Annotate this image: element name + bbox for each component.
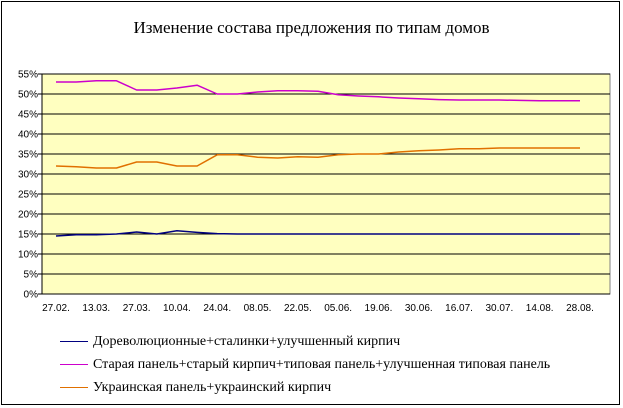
series-line-1 — [55, 230, 580, 237]
x-tick-label-0: 27.02. — [42, 303, 70, 314]
x-tick-label-2: 27.03. — [123, 303, 151, 314]
x-tick-label-7: 05.06. — [324, 303, 352, 314]
legend-swatch-series-3 — [60, 387, 88, 388]
legend-swatch-series-1 — [60, 341, 88, 342]
y-tick-label-8: 40% — [18, 130, 38, 141]
y-tick-label-2: 10% — [18, 250, 38, 261]
x-tick-label-4: 24.04. — [203, 303, 231, 314]
legend-label-series-1: Дореволюционные+сталинки+улучшенный кирп… — [93, 334, 401, 349]
y-tick-label-3: 15% — [18, 230, 38, 241]
y-tick-label-11: 55% — [18, 70, 38, 81]
chart-legend: Дореволюционные+сталинки+улучшенный кирп… — [60, 333, 620, 399]
x-tick-label-9: 30.06. — [405, 303, 433, 314]
legend-label-series-2: Старая панель+старый кирпич+типовая пане… — [93, 357, 551, 372]
y-tick-label-1: 5% — [24, 270, 39, 281]
series-line-2 — [56, 80, 580, 102]
series-line-3 — [55, 147, 580, 169]
y-tick-label-6: 30% — [18, 170, 38, 181]
x-tick-label-6: 22.05. — [284, 303, 312, 314]
x-tick-label-11: 30.07. — [485, 303, 513, 314]
x-tick-label-5: 08.05. — [244, 303, 272, 314]
y-tick-label-4: 20% — [18, 210, 38, 221]
x-tick-label-10: 16.07. — [445, 303, 473, 314]
y-tick-label-5: 25% — [18, 190, 38, 201]
x-tick-label-13: 28.08. — [566, 303, 594, 314]
chart-title: Изменение состава предложения по типам д… — [133, 18, 490, 37]
x-tick-label-12: 14.08. — [526, 303, 554, 314]
y-tick-label-7: 35% — [18, 150, 38, 161]
plot-area — [41, 73, 611, 295]
y-tick-label-10: 50% — [18, 90, 38, 101]
legend-swatch-series-2 — [60, 364, 88, 365]
y-tick-label-9: 45% — [18, 110, 38, 121]
x-tick-label-1: 13.03. — [82, 303, 110, 314]
y-tick-label-0: 0% — [24, 290, 39, 301]
x-tick-label-8: 19.06. — [365, 303, 393, 314]
legend-label-series-3: Украинская панель+украинский кирпич — [93, 380, 332, 395]
x-tick-label-3: 10.04. — [163, 303, 191, 314]
